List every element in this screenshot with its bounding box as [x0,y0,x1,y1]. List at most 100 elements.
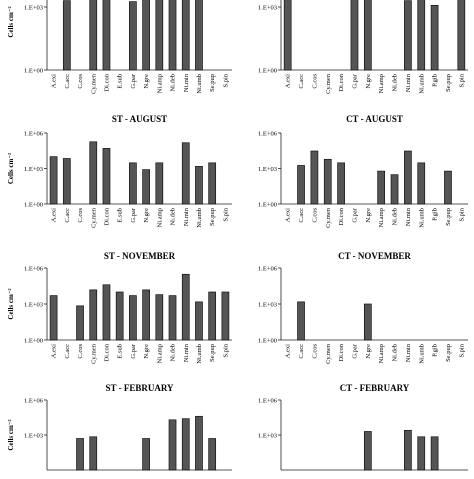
chart-panel: ST - FEBRUARY Cells cm⁻² 1.E+03 1.E+06 [7,383,232,471]
x-tick-label: C.cos [311,208,318,223]
y-tick-label: 1.E+06 [24,131,44,138]
bar [444,170,452,205]
bar [350,0,359,71]
y-tick-label: 1.E+00 [258,68,277,75]
x-tick-label: C.cos [77,208,84,223]
y-tick-label: 1.E+03 [24,166,43,173]
x-tick-label: N.gre [365,74,372,89]
x-tick-label: Ni.amp [378,344,385,363]
x-tick-label: N.gre [365,344,372,359]
bar [76,438,84,471]
x-tick-label: G.par [130,207,137,222]
x-tick-label: Ni.deb [392,344,399,362]
x-tick-label: C.acc [298,208,305,223]
x-tick-label: Ni.deb [170,208,177,226]
y-tick-label: 1.E+00 [258,338,277,345]
x-tick-label: Ni.min [405,343,412,362]
x-tick-label: Cy.men [325,207,332,228]
chart-title: CT - FEBRUARY [340,383,410,393]
x-tick-label: Ni.umb [196,74,203,94]
bar [142,289,150,341]
chart-title: ST - AUGUST [112,114,167,124]
chart-title: CT - NOVEMBER [338,251,411,261]
bar [208,291,217,341]
chart-panel: Cells cm⁻² 1.E+00 1.E+03 A.exi C.acc C.cos Cy.… [7,0,232,94]
bar [297,301,305,341]
x-tick-label: Ni.min [405,73,412,92]
x-tick-label: A.exi [51,344,58,358]
chart-title: ST - FEBRUARY [105,383,174,393]
x-tick-label: G.par [351,207,358,222]
bar [457,0,466,71]
x-tick-label: Se.pup [209,74,216,92]
y-tick-label: 1.E+00 [24,68,43,75]
y-tick-label: 1.E+03 [258,302,277,309]
bar [168,0,177,71]
bar [142,438,150,471]
bar [62,158,71,205]
bar [181,418,190,471]
y-axis-label: Cells cm⁻² [7,153,15,184]
bar [221,291,230,341]
bar [102,0,111,71]
x-tick-label: A.exi [51,74,58,88]
y-axis-label: Cells cm⁻² [7,288,15,319]
bar [195,0,203,71]
x-tick-label: Cy.men [325,73,332,94]
bar [363,0,372,71]
x-tick-label: S.pin [458,343,465,357]
x-tick-label: C.cos [77,344,84,359]
x-tick-label: Di.con [338,207,345,225]
x-tick-label: Ni.amp [378,74,385,93]
chart-title: ST - NOVEMBER [104,251,176,261]
bar [195,415,203,471]
x-tick-label: Ni.umb [418,74,425,94]
bar [129,1,137,71]
x-tick-label: Di.con [338,73,345,91]
y-tick-label: 1.E+06 [24,266,44,273]
x-tick-label: S.pin [222,207,229,221]
x-tick-label: Ni.amp [156,208,163,227]
x-tick-label: S.pin [222,343,229,357]
x-tick-label: Ni.amp [156,74,163,93]
chart-panel: ST - AUGUST Cells cm⁻² 1.E+00 1.E+03 1.E+06 A… [7,114,232,228]
bar [377,170,386,205]
bar [417,162,426,205]
x-tick-label: Se.pup [445,344,452,362]
bar [417,436,426,471]
x-tick-label: C.acc [64,74,71,89]
x-tick-label: Ni.amp [156,344,163,363]
bar [181,0,190,71]
chart-panel: CT - FEBRUARY 1.E+03 1.E+06 [258,383,468,471]
x-tick-label: A.exi [285,74,292,88]
x-tick-label: G.par [130,73,137,88]
y-tick-label: 1.E+00 [258,202,277,209]
x-tick-label: E.sub [117,344,124,359]
x-tick-label: Cy.men [90,343,97,364]
bar [417,0,426,71]
bar [62,0,71,71]
x-tick-label: Cy.men [90,73,97,94]
chart-panel: CT - AUGUST 1.E+00 1.E+03 1.E+06 A.exi C.acc C… [258,114,468,228]
y-tick-label: 1.E+00 [24,338,43,345]
x-tick-label: Ni.min [183,343,190,362]
x-tick-label: A.exi [51,208,58,222]
x-tick-label: Cy.men [325,343,332,364]
x-tick-label: Ni.min [183,207,190,226]
bar [337,162,345,205]
x-tick-label: C.acc [298,74,305,89]
x-tick-label: Ni.umb [196,208,203,228]
x-tick-label: P.gib [432,344,439,357]
y-tick-label: 1.E+03 [24,302,43,309]
bar [430,436,439,471]
y-tick-label: 1.E+06 [258,266,278,273]
x-tick-label: Ni.deb [392,74,399,92]
x-tick-label: Se.pup [209,344,216,362]
chart-panel: ST - NOVEMBER Cells cm⁻² 1.E+00 1.E+03 1.E+0… [7,251,232,364]
bar [115,291,124,341]
bar [208,162,217,205]
bar [195,301,203,341]
x-tick-label: Ni.deb [170,344,177,362]
chart-title: CT - AUGUST [346,114,403,124]
